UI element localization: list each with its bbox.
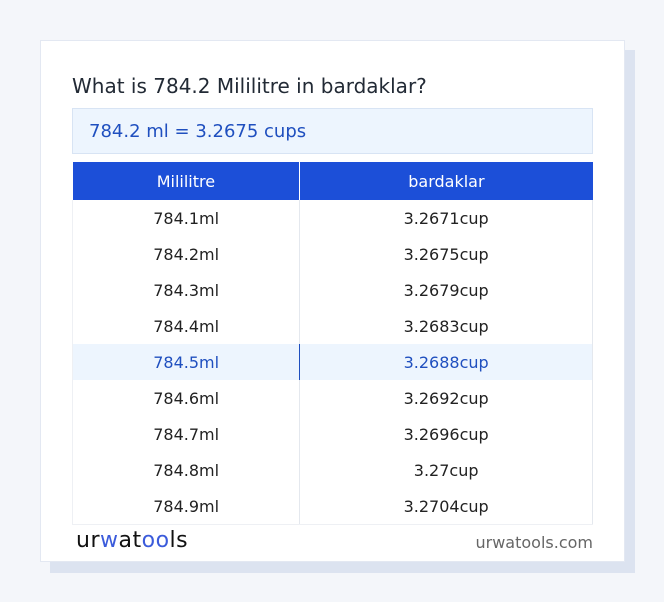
cups-cell: 3.2683cup <box>299 308 593 344</box>
table-row: 784.2ml 3.2675cup <box>71 236 593 272</box>
column-header-ml: Mililitre <box>72 162 301 200</box>
page-title: What is 784.2 Mililitre in bardaklar? <box>72 74 427 98</box>
cups-cell: 3.2696cup <box>299 416 593 452</box>
cups-cell: 3.27cup <box>299 452 593 488</box>
table-row: 784.9ml 3.2704cup <box>71 488 593 525</box>
cups-cell: 3.2675cup <box>299 236 593 272</box>
cups-cell: 3.2704cup <box>299 488 593 525</box>
conversion-table: Mililitre bardaklar 784.1ml 3.2671cup 784.… <box>71 162 593 525</box>
ml-cell: 784.3ml <box>71 272 301 308</box>
result-box: 784.2 ml = 3.2675 cups <box>72 108 593 154</box>
ml-cell: 784.1ml <box>71 200 301 236</box>
ml-cell: 784.2ml <box>71 236 301 272</box>
cups-cell: 3.2692cup <box>299 380 593 416</box>
urwatools-logo[interactable]: urwatools <box>76 528 189 553</box>
ml-cell: 784.4ml <box>71 308 301 344</box>
site-link[interactable]: urwatools.com <box>475 533 594 552</box>
column-header-cups: bardaklar <box>299 162 593 200</box>
table-row: 784.6ml 3.2692cup <box>71 380 593 416</box>
cups-cell: 3.2671cup <box>299 200 593 236</box>
table-row: 784.8ml 3.27cup <box>71 452 593 488</box>
table-row: 784.5ml 3.2688cup <box>71 344 593 380</box>
table-row: 784.3ml 3.2679cup <box>71 272 593 308</box>
ml-cell: 784.9ml <box>71 488 301 525</box>
ml-cell: 784.6ml <box>71 380 301 416</box>
ml-cell: 784.8ml <box>71 452 301 488</box>
table-row: 784.4ml 3.2683cup <box>71 308 593 344</box>
cups-cell: 3.2688cup <box>299 344 593 380</box>
table-row: 784.7ml 3.2696cup <box>71 416 593 452</box>
ml-cell: 784.7ml <box>71 416 301 452</box>
conversion-card: What is 784.2 Mililitre in bardaklar? 78… <box>40 40 625 562</box>
ml-cell: 784.5ml <box>71 344 301 380</box>
cups-cell: 3.2679cup <box>299 272 593 308</box>
table-row: 784.1ml 3.2671cup <box>71 200 593 236</box>
